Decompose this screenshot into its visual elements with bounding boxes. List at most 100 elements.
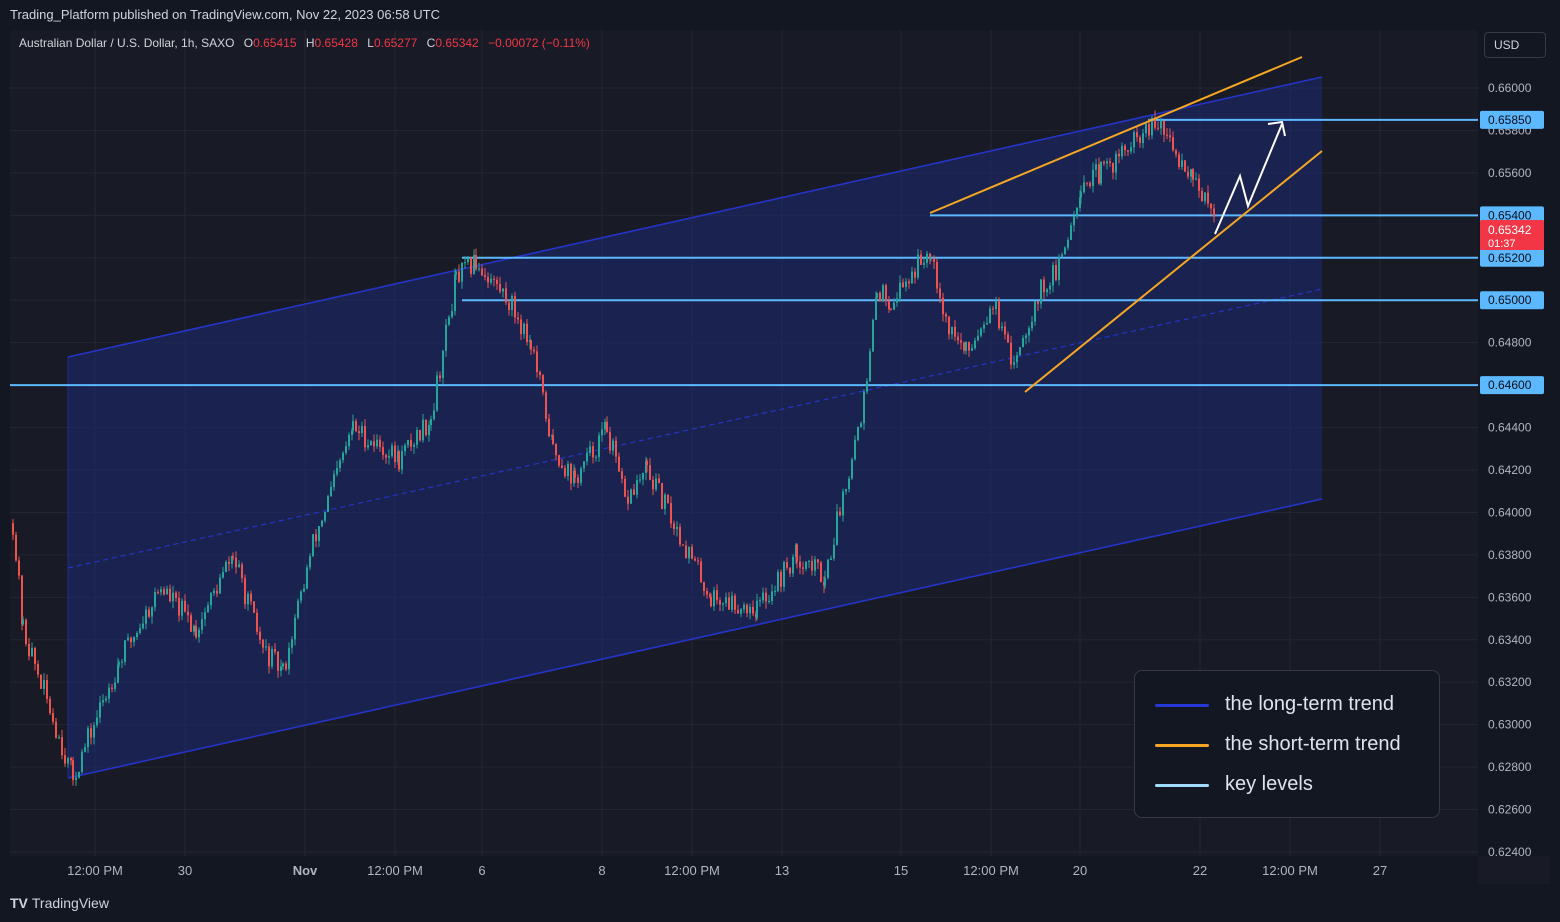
candle-body	[1034, 301, 1036, 322]
candle-body	[99, 702, 101, 718]
candle-body	[373, 441, 375, 447]
candle-body	[697, 560, 699, 562]
candle-body	[493, 278, 495, 280]
candle-body	[55, 721, 57, 738]
key-level-tag	[1480, 376, 1544, 395]
candle-body	[508, 302, 510, 310]
candle-body	[502, 288, 504, 292]
candle-body	[570, 463, 572, 484]
candle-body	[163, 589, 165, 595]
candle-body	[31, 647, 33, 657]
candle-body	[673, 523, 675, 530]
candle-body	[404, 445, 406, 452]
tradingview-logo[interactable]: TV TradingView	[10, 895, 109, 911]
candle-body	[407, 440, 409, 446]
candle-body	[1049, 285, 1051, 290]
price-axis[interactable]: 0.660000.658000.656000.654000.652000.650…	[1478, 30, 1560, 859]
candle-body	[796, 544, 798, 562]
candle-body	[303, 588, 305, 592]
candle-body	[759, 600, 761, 602]
time-tick-label: 20	[1073, 863, 1087, 878]
key-level-tag-label: 0.64600	[1488, 378, 1532, 392]
candle-body	[879, 292, 881, 302]
candle-body	[1127, 150, 1129, 152]
candle-body	[520, 319, 522, 335]
candle-body	[951, 326, 953, 335]
candle-body	[1198, 178, 1200, 191]
last-price-tag	[1480, 220, 1544, 250]
candle-body	[606, 421, 608, 432]
candle-body	[817, 559, 819, 563]
candle-body	[484, 275, 486, 278]
open-label: O	[243, 36, 254, 50]
candle-body	[481, 268, 483, 276]
candle-body	[965, 342, 967, 351]
candle-body	[1022, 337, 1024, 348]
currency-button[interactable]: USD	[1484, 32, 1546, 58]
candle-body	[448, 317, 450, 325]
candle-body	[1115, 153, 1117, 173]
legend-label-key-levels: key levels	[1225, 773, 1313, 795]
time-axis[interactable]: 12:00 PM 30 Nov 12:00 PM 6 8 12:00 PM 13 15 12:00…	[10, 856, 1478, 884]
candle-body	[1100, 162, 1102, 184]
key-level-tag	[1480, 110, 1544, 129]
candle-body	[1095, 164, 1097, 170]
candle-body	[382, 447, 384, 455]
candle-body	[118, 662, 120, 665]
candle-body	[713, 590, 715, 607]
key-level-tag	[1480, 291, 1544, 310]
candle-body	[451, 311, 453, 318]
key-level-tag-label: 0.65000	[1488, 293, 1532, 307]
candle-body	[294, 617, 296, 640]
candle-body	[34, 647, 36, 664]
candle-body	[639, 479, 641, 481]
candle-body	[262, 639, 264, 648]
candle-body	[627, 496, 629, 504]
candle-body	[743, 604, 745, 610]
candle-body	[839, 511, 841, 516]
time-tick-label: 12:00 PM	[367, 863, 423, 878]
candle-body	[555, 443, 557, 456]
candle-body	[61, 737, 63, 756]
candle-body	[291, 639, 293, 648]
candle-body	[321, 520, 323, 527]
candle-body	[117, 664, 119, 683]
candle-body	[1124, 145, 1126, 151]
candle-body	[682, 544, 684, 546]
key-levels	[10, 118, 1478, 387]
candle-body	[830, 558, 832, 560]
candle-body	[1064, 247, 1066, 255]
candle-body	[589, 446, 591, 453]
candle-body	[1151, 117, 1153, 136]
change-value: −0.00072 (−0.11%)	[488, 36, 590, 50]
candle-body	[318, 526, 320, 542]
candle-body	[630, 489, 632, 504]
candle-body	[244, 578, 246, 605]
candle-body	[960, 340, 962, 343]
candle-body	[814, 559, 816, 571]
legend-swatch-key-levels	[1155, 784, 1209, 787]
candle-body	[957, 336, 959, 341]
candle-body	[1145, 123, 1147, 134]
candle-body	[827, 559, 829, 578]
candle-body	[933, 258, 935, 262]
candle-body	[869, 351, 871, 382]
candle-body	[1055, 265, 1057, 280]
candle-body	[989, 308, 991, 324]
candle-body	[709, 594, 711, 597]
candle-body	[268, 646, 270, 667]
candle-body	[312, 534, 314, 557]
time-tick-label: Nov	[293, 863, 318, 878]
candle-body	[364, 426, 366, 448]
candle-body	[265, 646, 267, 648]
price-tick-label: 0.63600	[1488, 590, 1532, 604]
candle-body	[536, 351, 538, 373]
candle-body	[127, 637, 129, 641]
candle-body	[505, 288, 507, 303]
candle-body	[430, 418, 432, 426]
candle-body	[282, 663, 284, 667]
candle-body	[545, 392, 547, 419]
candle-body	[552, 435, 554, 444]
symbol-name[interactable]: Australian Dollar / U.S. Dollar, 1h, SAX…	[19, 36, 235, 50]
